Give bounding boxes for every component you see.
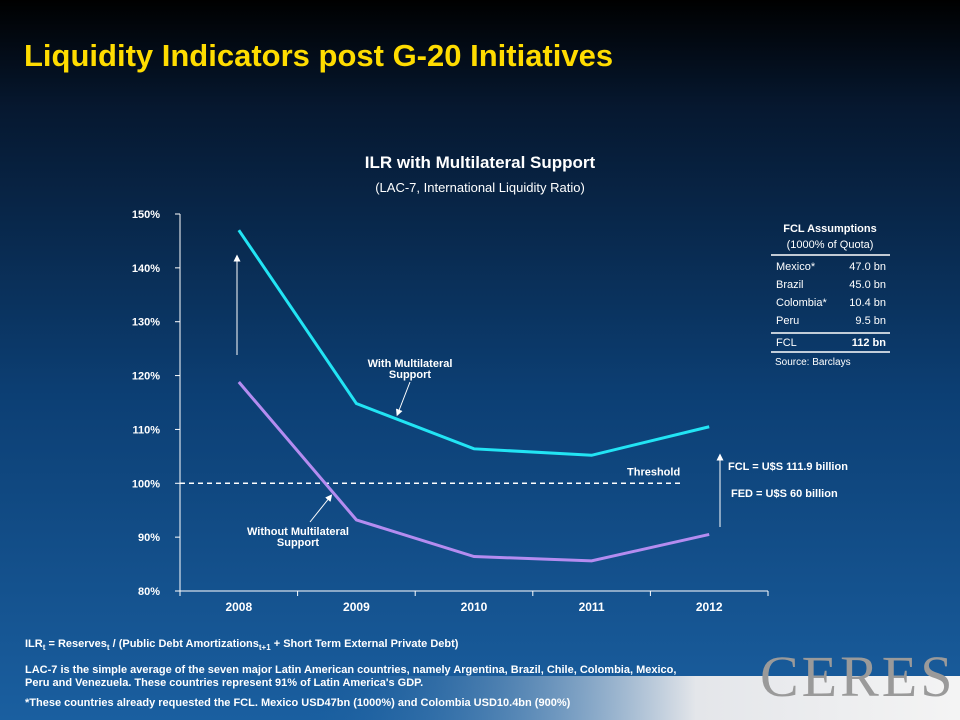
logo: CERES	[760, 644, 956, 709]
y-tick-label: 140%	[132, 263, 160, 275]
footnote: *These countries already requested the F…	[25, 697, 571, 709]
y-tick-label: 80%	[138, 586, 160, 598]
series-label: With Multilateral Support	[368, 358, 453, 381]
table-cell: Mexico*	[776, 261, 816, 273]
formula-part: / (Public Debt Amortizations	[109, 638, 259, 650]
y-tick-label: 110%	[132, 424, 160, 436]
slide-title: Liquidity Indicators post G-20 Initiativ…	[24, 38, 613, 73]
table-cell: 45.0 bn	[849, 279, 886, 291]
series-line	[237, 381, 710, 563]
series-label-line: Support	[389, 369, 431, 381]
annotation: FED = U$S 60 billion	[731, 488, 838, 500]
table-title: FCL Assumptions	[783, 223, 877, 235]
table-cell: 47.0 bn	[849, 261, 886, 273]
table-cell: FCL	[776, 337, 797, 349]
arrow	[395, 381, 411, 417]
footnote: LAC-7 is the simple average of the seven…	[25, 664, 677, 689]
x-tick-label: 2010	[461, 600, 488, 614]
formula-part: ILR	[25, 638, 43, 650]
table-cell: 112 bn	[852, 337, 887, 349]
bottom-strip	[300, 676, 960, 720]
x-tick-label: 2012	[696, 600, 723, 614]
table-source: Source: Barclays	[775, 357, 851, 368]
formula-part: t	[42, 643, 46, 653]
series-label-line: Without Multilateral	[247, 526, 349, 538]
y-tick-label: 100%	[132, 478, 160, 490]
series-label-line: With Multilateral	[368, 358, 453, 370]
annotation: FCL = U$S 111.9 billion	[728, 461, 848, 473]
formula-part: t	[106, 643, 110, 653]
y-tick-label: 150%	[132, 209, 160, 221]
x-tick-label: 2008	[225, 600, 252, 614]
y-tick-label: 120%	[132, 371, 160, 383]
table-subtitle: (1000% of Quota)	[787, 239, 874, 251]
chart-subtitle: (LAC-7, International Liquidity Ratio)	[375, 180, 585, 195]
arrow	[309, 494, 333, 523]
series-label-line: Support	[277, 537, 319, 549]
series-label: Without Multilateral Support	[247, 526, 349, 549]
table-cell: 9.5 bn	[855, 315, 886, 327]
x-tick-label: 2009	[343, 600, 370, 614]
y-tick-label: 130%	[132, 317, 160, 329]
formula-part: = Reserves	[45, 638, 107, 650]
formula-part: + Short Term External Private Debt)	[270, 638, 459, 650]
threshold-label: Threshold	[627, 466, 680, 478]
table-cell: 10.4 bn	[849, 297, 886, 309]
y-tick-label: 90%	[138, 532, 160, 544]
x-tick-label: 2011	[579, 600, 605, 614]
formula: ILRt = Reservest / (Public Debt Amortiza…	[25, 638, 685, 654]
table-cell: Brazil	[776, 279, 804, 291]
table-cell: Peru	[776, 315, 799, 327]
formula-part: t+1	[258, 643, 271, 653]
series-line	[237, 229, 710, 457]
table-cell: Colombia*	[776, 297, 827, 309]
chart-title: ILR with Multilateral Support	[365, 153, 596, 172]
